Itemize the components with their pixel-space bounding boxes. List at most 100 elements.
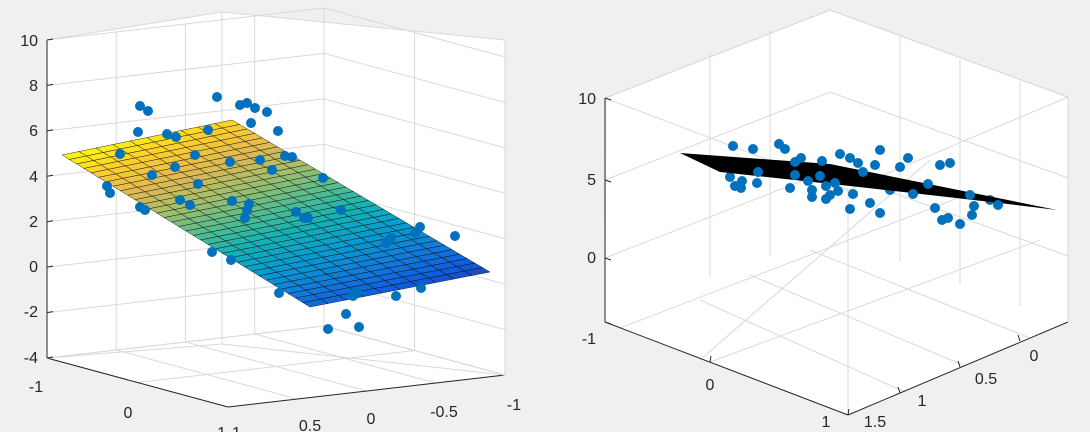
- tick-mark: [604, 97, 612, 101]
- data-point: [416, 283, 426, 293]
- grid-line: [116, 349, 298, 400]
- data-point: [323, 324, 333, 334]
- right-fitted-surface: [680, 153, 1057, 210]
- data-point: [725, 172, 735, 182]
- data-point: [250, 103, 260, 113]
- data-point: [875, 208, 885, 218]
- data-point: [336, 205, 346, 215]
- data-point: [212, 92, 222, 102]
- data-point: [870, 160, 880, 170]
- data-point: [969, 201, 979, 211]
- tick-mark: [46, 83, 54, 86]
- data-point: [291, 207, 301, 217]
- data-point: [955, 219, 965, 229]
- tick-mark: [847, 408, 850, 416]
- grid-line: [809, 249, 1031, 339]
- data-point: [287, 152, 297, 162]
- data-point: [348, 291, 358, 301]
- data-point: [303, 213, 313, 223]
- right-3d-axes: 10 5 0 -1 0 1 1.5 1 0.5 0: [578, 9, 1069, 431]
- data-point: [993, 200, 1003, 210]
- data-point: [815, 171, 825, 181]
- data-point: [753, 167, 763, 177]
- right-x-tick-label: 0: [706, 377, 715, 394]
- data-point: [821, 194, 831, 204]
- grid-line: [185, 341, 367, 392]
- right-y-tick-label: 0: [1030, 348, 1039, 365]
- right-y-tick-label: 1.5: [864, 414, 886, 431]
- data-point: [858, 167, 868, 177]
- data-point: [386, 233, 396, 243]
- data-point: [242, 98, 252, 108]
- data-point: [835, 149, 845, 159]
- left-3d-axes: 10 8 6 4 2 0 -2 -4 -1 0 1 1 0.5 0 -0.5 -…: [20, 7, 521, 432]
- right-x-tick-labels: 0 1: [706, 377, 831, 431]
- left-y-tick-label: -0.5: [430, 404, 458, 421]
- data-point: [171, 132, 181, 142]
- data-point: [105, 188, 115, 198]
- data-point: [845, 204, 855, 214]
- data-point: [728, 141, 738, 151]
- data-point: [273, 126, 283, 136]
- data-point: [930, 203, 940, 213]
- data-point: [203, 125, 213, 135]
- data-point: [185, 200, 195, 210]
- left-z-tick-label: -4: [24, 350, 38, 367]
- tick-mark: [46, 129, 54, 132]
- right-x-tick-label: 1: [822, 414, 831, 431]
- right-scatter-points-front: [736, 139, 1003, 229]
- data-point: [147, 170, 157, 180]
- data-point: [875, 145, 885, 155]
- data-point: [845, 153, 855, 163]
- data-point: [318, 173, 328, 183]
- left-y-tick-label: -1: [507, 397, 521, 414]
- data-point: [391, 291, 401, 301]
- data-point: [190, 150, 200, 160]
- fitted-plane: [680, 153, 1057, 210]
- left-scatter-points: [102, 92, 460, 334]
- left-y-tick-labels: 1 0.5 0 -0.5 -1: [232, 397, 521, 432]
- data-point: [133, 127, 143, 137]
- tick-mark: [604, 257, 612, 261]
- data-point: [945, 158, 955, 168]
- data-point: [246, 118, 256, 128]
- data-point: [162, 129, 172, 139]
- left-x-tick-label: -1: [29, 379, 43, 396]
- data-point: [207, 247, 217, 257]
- data-point: [903, 153, 913, 163]
- right-z-tick-label: 5: [587, 172, 596, 189]
- grid-line: [699, 299, 906, 393]
- data-point: [240, 213, 250, 223]
- grid-line: [323, 325, 506, 376]
- right-z-tick-label: 10: [578, 91, 596, 108]
- data-point: [830, 178, 840, 188]
- right-y-tick-label: 1: [918, 393, 927, 410]
- data-point: [143, 106, 153, 116]
- data-point: [821, 181, 831, 191]
- tick-mark: [957, 360, 961, 368]
- left-z-tick-label: 10: [20, 33, 38, 50]
- tick-mark: [46, 174, 54, 177]
- data-point: [774, 139, 784, 149]
- tick-mark: [46, 311, 54, 314]
- right-z-tick-labels: 10 5 0 -1: [578, 91, 596, 348]
- grid-line: [619, 197, 959, 329]
- data-point: [170, 162, 180, 172]
- grid-line: [749, 274, 966, 367]
- data-point: [803, 176, 813, 186]
- tick-mark: [46, 220, 54, 223]
- tick-mark: [709, 355, 712, 363]
- tick-mark: [46, 265, 54, 268]
- data-point: [736, 183, 746, 193]
- data-point: [175, 195, 185, 205]
- right-tick-marks: [604, 97, 1021, 416]
- grid-line: [254, 333, 436, 384]
- data-point: [227, 196, 237, 206]
- left-z-tick-labels: 10 8 6 4 2 0 -2 -4: [20, 33, 38, 367]
- data-point: [817, 156, 827, 166]
- data-point: [748, 144, 758, 154]
- tick-mark: [897, 386, 901, 394]
- data-point: [865, 198, 875, 208]
- tick-mark: [604, 321, 612, 325]
